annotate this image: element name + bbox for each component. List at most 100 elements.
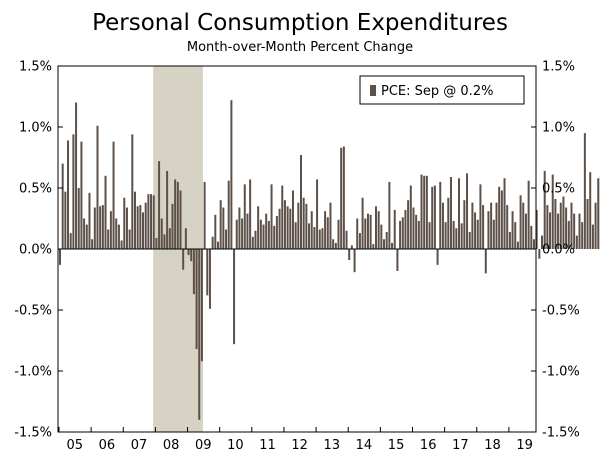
bar (235, 219, 238, 249)
bar (508, 231, 511, 249)
y-tick-label-left: -1.5% (14, 426, 52, 441)
bar (597, 178, 600, 249)
bar (318, 229, 321, 249)
bar (227, 180, 230, 249)
bar (500, 190, 503, 249)
bar (158, 161, 161, 249)
x-tick-label: 12 (291, 438, 308, 453)
bar (487, 211, 490, 249)
bar (498, 186, 501, 249)
bar (144, 202, 147, 249)
bar (524, 213, 527, 249)
bar (332, 239, 335, 249)
bar (364, 218, 367, 249)
bar (337, 219, 340, 249)
y-tick-label-left: -1.0% (14, 365, 52, 380)
bar (281, 185, 284, 249)
bar (163, 234, 166, 249)
bar (305, 203, 308, 249)
bar (546, 205, 549, 249)
x-tick-label: 18 (484, 438, 501, 453)
bar (482, 205, 485, 249)
bar (249, 179, 252, 249)
bar (535, 209, 538, 249)
bar (96, 125, 99, 249)
bar (412, 207, 415, 249)
y-tick-label-right: -0.5% (542, 304, 580, 319)
bar (238, 207, 241, 249)
bar (133, 191, 136, 249)
bar (396, 249, 399, 271)
x-tick-label: 17 (452, 438, 469, 453)
bar (447, 197, 450, 249)
bar (516, 241, 519, 249)
bar (125, 207, 128, 249)
bar (85, 224, 88, 249)
bar (519, 195, 522, 249)
bar (219, 200, 222, 249)
bar (291, 190, 294, 249)
bar (112, 141, 115, 249)
bar (192, 249, 195, 295)
bar (353, 249, 356, 273)
bar (484, 249, 487, 274)
bar (150, 194, 153, 249)
bar (80, 141, 83, 249)
bar (380, 224, 383, 249)
bar (549, 212, 552, 249)
bar (425, 175, 428, 249)
bar (490, 202, 493, 249)
bar (417, 220, 420, 249)
bar (93, 207, 96, 249)
bar (67, 140, 70, 249)
bar (452, 220, 455, 249)
bar (551, 174, 554, 249)
bar (543, 170, 546, 249)
bar (300, 155, 303, 249)
bar (166, 170, 169, 249)
legend-swatch (370, 85, 376, 96)
bar (591, 224, 594, 249)
y-tick-label-right: 1.5% (542, 60, 575, 75)
bar (589, 172, 592, 249)
bar (366, 213, 369, 249)
bar (152, 195, 155, 249)
bar (310, 211, 313, 249)
y-tick-label-right: 0.5% (542, 182, 575, 197)
bar (120, 240, 123, 249)
bar (358, 233, 361, 249)
bar (449, 177, 452, 249)
bar (468, 231, 471, 249)
bar (308, 223, 311, 249)
y-tick-label-left: 0.5% (19, 182, 52, 197)
legend-box (359, 75, 525, 105)
bar (541, 235, 544, 249)
bar (428, 222, 431, 249)
bar (203, 181, 206, 249)
bar (538, 249, 541, 259)
bar (273, 225, 276, 249)
bar (286, 206, 289, 249)
bar (168, 228, 171, 249)
bar (455, 228, 458, 249)
bar (214, 214, 217, 249)
bar (388, 181, 391, 249)
bar (527, 180, 530, 249)
x-tick-label: 15 (388, 438, 405, 453)
bar (594, 202, 597, 249)
bar (506, 205, 509, 249)
bar (176, 181, 179, 249)
bar (415, 214, 418, 249)
bar (383, 239, 386, 249)
bar (123, 197, 126, 249)
bar (503, 178, 506, 249)
bar (230, 100, 233, 249)
bar (348, 249, 351, 260)
bar (198, 249, 201, 420)
bar (324, 211, 327, 249)
bar (259, 219, 262, 249)
bar (206, 249, 209, 296)
bar (267, 220, 270, 249)
bar (59, 249, 61, 265)
bar (275, 216, 278, 249)
